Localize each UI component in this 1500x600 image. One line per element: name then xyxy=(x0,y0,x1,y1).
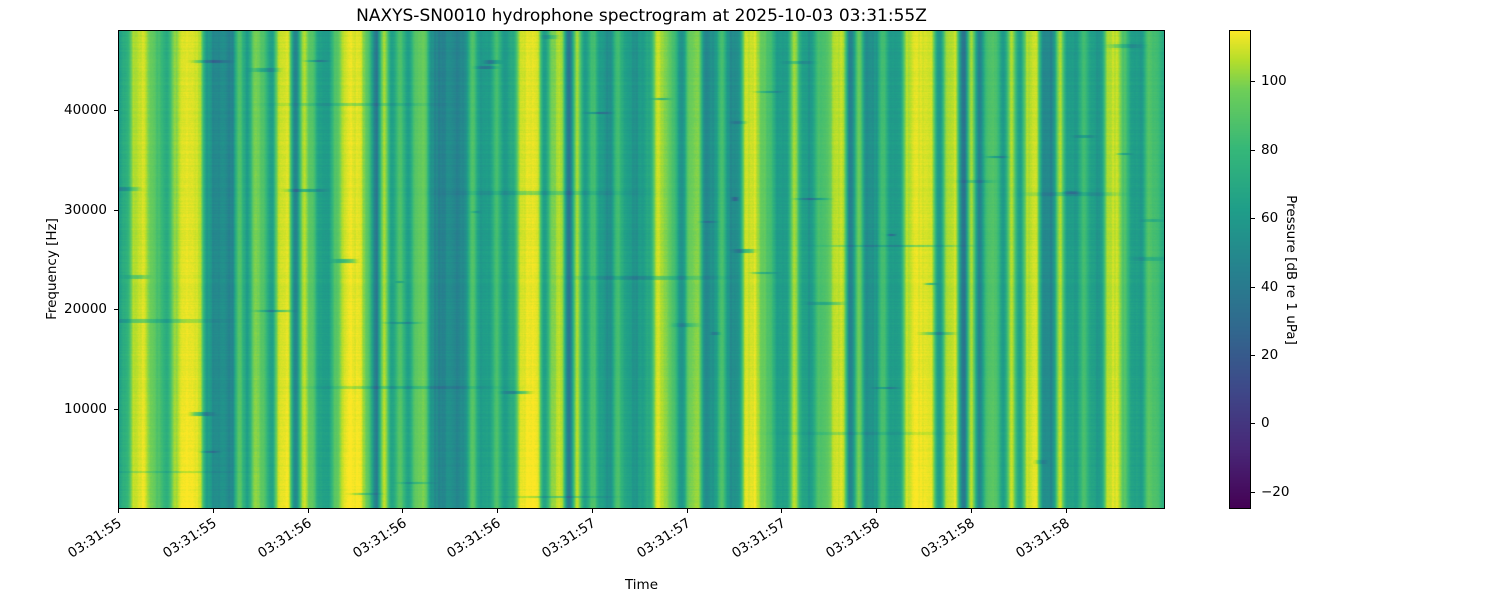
x-tick-label: 03:31:58 xyxy=(918,515,978,562)
x-tick-mark xyxy=(307,509,309,513)
y-tick-mark xyxy=(114,409,118,411)
x-tick-mark xyxy=(212,509,214,513)
y-tick-label: 30000 xyxy=(64,201,107,218)
x-tick-label: 03:31:56 xyxy=(444,515,505,562)
y-tick-label: 40000 xyxy=(64,101,107,118)
x-tick-label: 03:31:56 xyxy=(349,515,410,562)
colorbar-tick-mark xyxy=(1251,286,1255,288)
colorbar-tick-label: 60 xyxy=(1261,210,1279,227)
spectrogram-canvas xyxy=(118,30,1165,509)
colorbar-tick-mark xyxy=(1251,149,1255,151)
colorbar-tick-label: 80 xyxy=(1261,141,1279,158)
x-tick-mark xyxy=(970,509,972,513)
colorbar-tick-label: 100 xyxy=(1261,73,1287,90)
x-tick-label: 03:31:57 xyxy=(633,515,694,562)
x-tick-mark xyxy=(876,509,878,513)
x-tick-mark xyxy=(591,509,593,513)
colorbar-tick-mark xyxy=(1251,423,1255,425)
y-tick-mark xyxy=(114,209,118,211)
x-tick-label: 03:31:55 xyxy=(65,515,126,562)
colorbar-label: Pressure [dB re 1 uPa] xyxy=(1283,195,1299,345)
colorbar-tick-label: −20 xyxy=(1261,483,1290,500)
y-tick-mark xyxy=(114,109,118,111)
x-tick-mark xyxy=(1065,509,1067,513)
colorbar-tick-mark xyxy=(1251,491,1255,493)
x-tick-mark xyxy=(686,509,688,513)
y-tick-label: 10000 xyxy=(64,401,107,418)
y-tick-label: 20000 xyxy=(64,301,107,318)
x-tick-label: 03:31:57 xyxy=(539,515,599,562)
chart-title: NAXYS-SN0010 hydrophone spectrogram at 2… xyxy=(356,6,927,26)
x-tick-mark xyxy=(497,509,498,513)
x-tick-mark xyxy=(118,509,119,513)
colorbar-gradient xyxy=(1229,30,1251,509)
colorbar-tick-label: 20 xyxy=(1261,347,1279,364)
x-tick-label: 03:31:56 xyxy=(254,515,315,562)
y-tick-mark xyxy=(114,309,118,311)
x-tick-label: 03:31:58 xyxy=(823,515,884,562)
colorbar-tick-mark xyxy=(1251,355,1255,357)
x-tick-label: 03:31:55 xyxy=(160,515,220,562)
x-tick-label: 03:31:58 xyxy=(1013,515,1073,562)
colorbar-tick-mark xyxy=(1251,81,1255,83)
x-tick-label: 03:31:57 xyxy=(728,515,789,562)
colorbar-tick-label: 0 xyxy=(1261,415,1270,432)
x-axis-label: Time xyxy=(624,577,659,593)
colorbar-tick-mark xyxy=(1251,218,1255,220)
x-tick-mark xyxy=(402,509,404,513)
x-tick-mark xyxy=(781,509,783,513)
colorbar-tick-label: 40 xyxy=(1261,278,1279,295)
